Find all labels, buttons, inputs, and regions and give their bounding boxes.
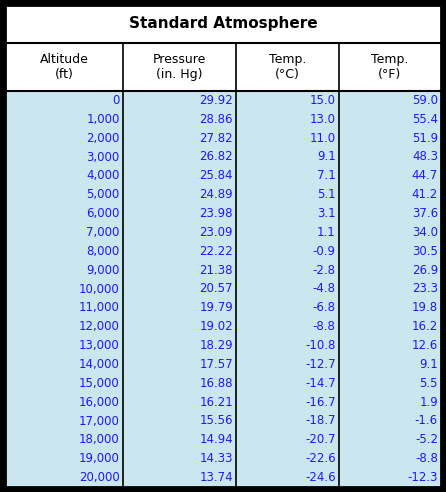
- Text: 12,000: 12,000: [79, 320, 120, 333]
- Text: 2,000: 2,000: [87, 132, 120, 145]
- Text: 15,000: 15,000: [79, 377, 120, 390]
- Text: 1.9: 1.9: [419, 396, 438, 409]
- Text: 41.2: 41.2: [412, 188, 438, 201]
- Text: 44.7: 44.7: [412, 169, 438, 183]
- Text: 48.3: 48.3: [412, 151, 438, 163]
- Text: 7.1: 7.1: [317, 169, 335, 183]
- Text: 30.5: 30.5: [412, 245, 438, 258]
- Text: 26.9: 26.9: [412, 264, 438, 277]
- Text: 19,000: 19,000: [79, 452, 120, 465]
- Text: 16.88: 16.88: [199, 377, 233, 390]
- Text: 5,000: 5,000: [87, 188, 120, 201]
- Text: 17,000: 17,000: [79, 414, 120, 428]
- Text: -18.7: -18.7: [305, 414, 335, 428]
- Text: 37.6: 37.6: [412, 207, 438, 220]
- Text: 25.84: 25.84: [199, 169, 233, 183]
- Text: Temp.
(°F): Temp. (°F): [371, 53, 409, 81]
- Text: 14,000: 14,000: [79, 358, 120, 371]
- Text: 17.57: 17.57: [199, 358, 233, 371]
- Text: Standard Atmosphere: Standard Atmosphere: [129, 17, 317, 31]
- Text: 19.02: 19.02: [199, 320, 233, 333]
- Text: 18.29: 18.29: [199, 339, 233, 352]
- Text: 22.22: 22.22: [199, 245, 233, 258]
- Text: 5.1: 5.1: [317, 188, 335, 201]
- Text: 5.5: 5.5: [420, 377, 438, 390]
- Text: 16.21: 16.21: [199, 396, 233, 409]
- Text: 19.79: 19.79: [199, 302, 233, 314]
- Text: 6,000: 6,000: [87, 207, 120, 220]
- Text: Pressure
(in. Hg): Pressure (in. Hg): [153, 53, 206, 81]
- Text: -2.8: -2.8: [313, 264, 335, 277]
- Text: 0: 0: [112, 94, 120, 107]
- Text: -1.6: -1.6: [415, 414, 438, 428]
- Text: 51.9: 51.9: [412, 132, 438, 145]
- Text: 12.6: 12.6: [412, 339, 438, 352]
- Text: 13.0: 13.0: [310, 113, 335, 126]
- Text: -22.6: -22.6: [305, 452, 335, 465]
- Text: -16.7: -16.7: [305, 396, 335, 409]
- Text: 24.89: 24.89: [199, 188, 233, 201]
- Text: 18,000: 18,000: [79, 433, 120, 446]
- Text: Temp.
(°C): Temp. (°C): [268, 53, 306, 81]
- Text: 16,000: 16,000: [79, 396, 120, 409]
- Text: 14.94: 14.94: [199, 433, 233, 446]
- Text: 26.82: 26.82: [199, 151, 233, 163]
- Text: -4.8: -4.8: [313, 282, 335, 296]
- Text: -14.7: -14.7: [305, 377, 335, 390]
- Text: 23.98: 23.98: [199, 207, 233, 220]
- Text: 15.0: 15.0: [310, 94, 335, 107]
- Text: 11,000: 11,000: [79, 302, 120, 314]
- Text: 23.09: 23.09: [199, 226, 233, 239]
- Text: -12.3: -12.3: [408, 471, 438, 484]
- Text: 8,000: 8,000: [87, 245, 120, 258]
- Text: 13,000: 13,000: [79, 339, 120, 352]
- Text: -12.7: -12.7: [305, 358, 335, 371]
- Text: 28.86: 28.86: [199, 113, 233, 126]
- Text: 11.0: 11.0: [310, 132, 335, 145]
- Text: 29.92: 29.92: [199, 94, 233, 107]
- Text: 23.3: 23.3: [412, 282, 438, 296]
- Text: 27.82: 27.82: [199, 132, 233, 145]
- Text: -24.6: -24.6: [305, 471, 335, 484]
- Text: -8.8: -8.8: [415, 452, 438, 465]
- Text: -0.9: -0.9: [313, 245, 335, 258]
- Text: 20.57: 20.57: [199, 282, 233, 296]
- Text: -5.2: -5.2: [415, 433, 438, 446]
- Text: 1,000: 1,000: [87, 113, 120, 126]
- Text: Altitude
(ft): Altitude (ft): [39, 53, 88, 81]
- Text: 1.1: 1.1: [317, 226, 335, 239]
- Text: 59.0: 59.0: [412, 94, 438, 107]
- Text: 13.74: 13.74: [199, 471, 233, 484]
- Text: 55.4: 55.4: [412, 113, 438, 126]
- Text: 34.0: 34.0: [412, 226, 438, 239]
- Text: 7,000: 7,000: [87, 226, 120, 239]
- Text: 9,000: 9,000: [87, 264, 120, 277]
- Text: 3.1: 3.1: [317, 207, 335, 220]
- Text: 15.56: 15.56: [199, 414, 233, 428]
- Text: 20,000: 20,000: [79, 471, 120, 484]
- Text: 3,000: 3,000: [87, 151, 120, 163]
- Text: 4,000: 4,000: [87, 169, 120, 183]
- Text: -8.8: -8.8: [313, 320, 335, 333]
- Text: 21.38: 21.38: [199, 264, 233, 277]
- Text: -20.7: -20.7: [305, 433, 335, 446]
- Text: 19.8: 19.8: [412, 302, 438, 314]
- Text: 14.33: 14.33: [199, 452, 233, 465]
- Text: 10,000: 10,000: [79, 282, 120, 296]
- Text: 16.2: 16.2: [412, 320, 438, 333]
- Text: -6.8: -6.8: [313, 302, 335, 314]
- Text: -10.8: -10.8: [305, 339, 335, 352]
- Text: 9.1: 9.1: [419, 358, 438, 371]
- Text: 9.1: 9.1: [317, 151, 335, 163]
